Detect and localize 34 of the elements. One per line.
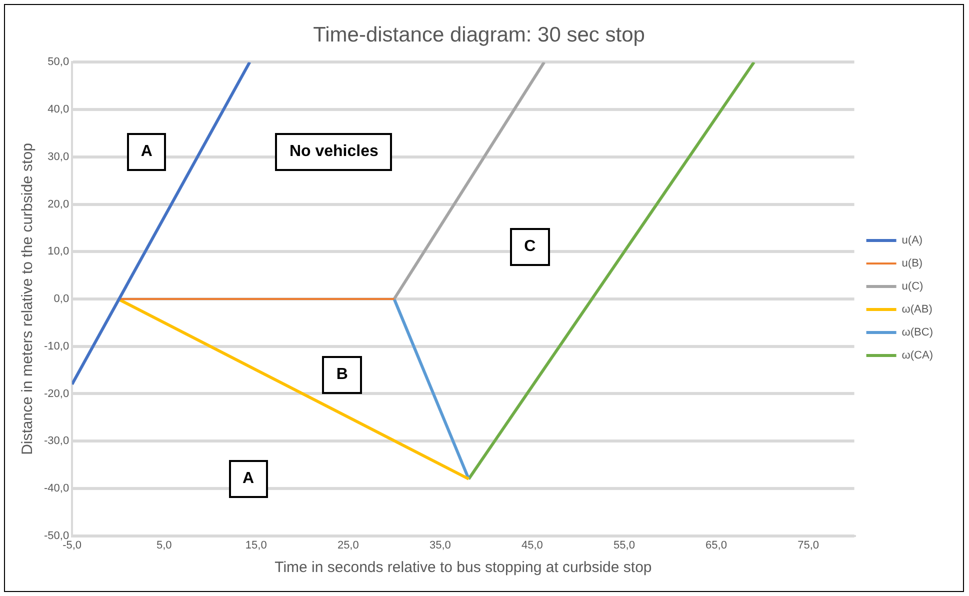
legend-label: u(A) <box>902 234 923 247</box>
y-tick-label: 40,0 <box>48 104 70 116</box>
annotation: B <box>322 356 362 394</box>
legend-label: ω(CA) <box>902 350 934 362</box>
x-tick-label: 55,0 <box>614 539 635 552</box>
y-tick-label: -40,0 <box>44 482 70 494</box>
y-tick-label: 10,0 <box>48 246 70 258</box>
x-tick-label: 5,0 <box>156 539 172 552</box>
x-tick-label: 15,0 <box>245 539 267 552</box>
y-tick-label: -10,0 <box>44 340 70 352</box>
legend-label: ω(BC) <box>902 326 934 339</box>
annotation: No vehicles <box>275 133 392 172</box>
y-tick-label: -20,0 <box>44 388 70 400</box>
y-tick-label: -50,0 <box>44 530 70 542</box>
chart-title: Time-distance diagram: 30 sec stop <box>313 23 645 46</box>
annotation: A <box>126 133 166 172</box>
legend-label: ω(AB) <box>902 304 932 316</box>
x-axis-title: Time in seconds relative to bus stopping at curbside stop <box>274 559 652 576</box>
y-tick-label: -30,0 <box>44 435 70 448</box>
y-tick-label: 20,0 <box>48 198 70 210</box>
y-tick-label: 0,0 <box>54 293 70 306</box>
x-tick-label: 25,0 <box>337 539 359 552</box>
annotation: A <box>228 460 268 498</box>
y-tick-label: 30,0 <box>48 150 70 163</box>
x-tick-label: 75,0 <box>798 539 819 552</box>
x-tick-label: 45,0 <box>522 539 543 552</box>
x-tick-label: 65,0 <box>706 539 727 552</box>
legend-label: u(C) <box>902 280 924 293</box>
legend-label: u(B) <box>902 258 923 270</box>
y-tick-label: 50,0 <box>48 56 70 68</box>
x-tick-label: -5,0 <box>62 539 82 552</box>
annotation: C <box>510 228 550 266</box>
x-tick-label: 35,0 <box>429 539 451 552</box>
y-axis-title: Distance in meters relative to the curbside stop <box>19 143 36 455</box>
